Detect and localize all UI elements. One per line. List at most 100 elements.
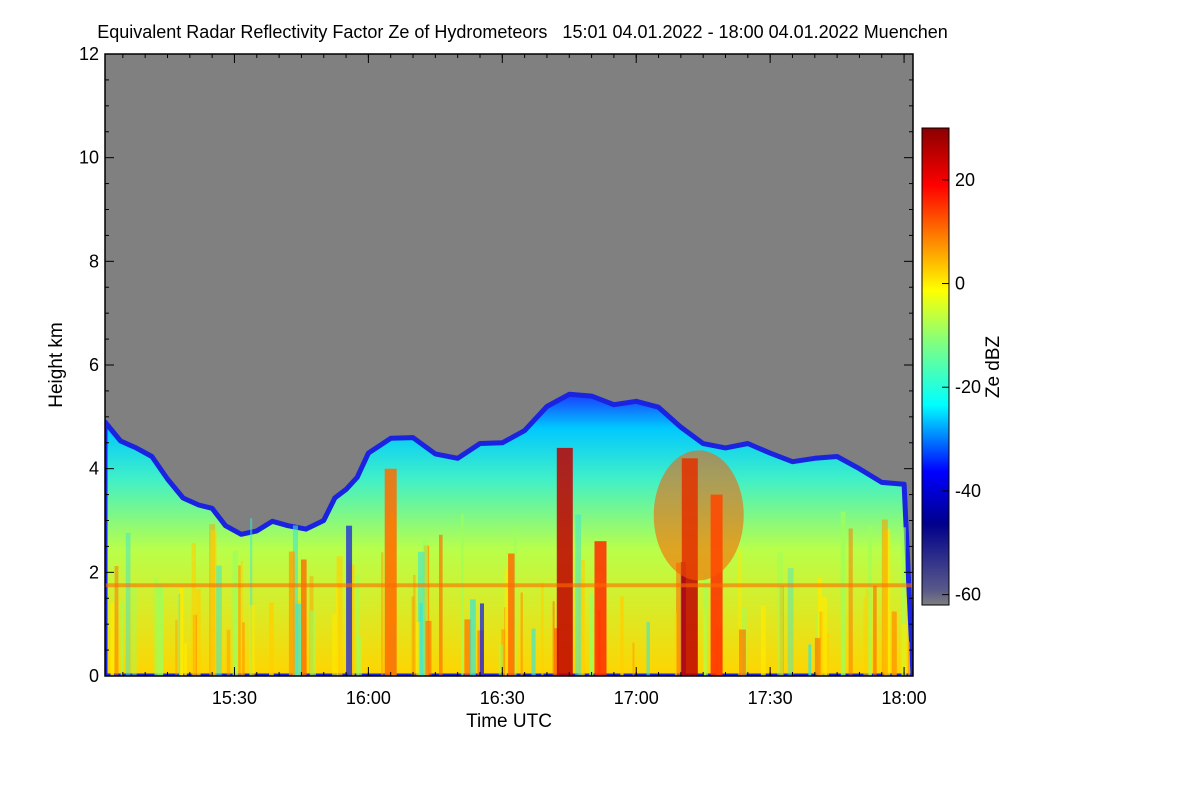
echo-gap [346,525,353,676]
precip-streak [415,622,422,676]
precip-streak [589,594,594,676]
precip-streak [863,597,866,676]
precip-streak [676,562,683,676]
echo-core [594,541,607,676]
y-tick-label: 8 [89,251,99,271]
precip-streak [541,582,544,676]
precip-streak [356,636,362,676]
x-tick-label: 15:30 [212,688,257,708]
precip-streak [175,619,178,676]
y-tick-label: 10 [79,148,99,168]
y-axis-label: Height km [46,322,67,408]
precip-streak [292,525,298,676]
precip-streak [132,585,137,676]
precip-streak [840,511,846,676]
echo-gap [479,603,484,676]
precip-streak [901,624,907,676]
cloud-edge [105,391,913,676]
precip-streak [848,528,853,676]
precip-streak [703,573,709,676]
precip-streak [120,601,124,676]
precip-streak [821,596,827,676]
precip-streak [470,599,476,676]
precip-streak [514,526,517,676]
colorbar-tick-label: 0 [955,274,965,294]
precip-streak [336,556,343,676]
precip-streak [632,642,635,676]
x-tick-label: 17:00 [614,688,659,708]
precip-streak [554,628,559,676]
precip-streak [238,565,241,676]
precip-streak [873,585,877,676]
precip-streak [295,603,301,676]
precip-streak [520,592,523,676]
precip-streak [674,611,677,676]
precip-streak [210,530,217,676]
precip-streak [498,644,503,676]
precip-streak [184,643,187,676]
x-tick-label: 17:30 [748,688,793,708]
precip-streak [336,584,339,676]
colorbar-axis: 20 0 -20 -40 -60 [942,170,981,605]
precip-streak [501,629,507,676]
colorbar-tick-label: -40 [955,481,981,501]
echo-anvil [653,450,744,581]
precip-streak [288,551,295,676]
melting-layer [105,583,913,588]
echo-core [556,447,573,676]
precip-streak [310,610,316,676]
precip-streak [381,552,384,676]
precip-streak [425,620,432,676]
precip-streak [226,629,231,676]
precip-streak [646,621,650,676]
x-tick-label: 16:30 [480,688,525,708]
y-tick-label: 12 [79,44,99,64]
colorbar-tick-label: -60 [955,585,981,605]
x-tick-label: 18:00 [882,688,927,708]
precip-streak [301,559,307,676]
precip-streak [814,637,821,676]
y-tick-label: 4 [89,459,99,479]
precip-streak [269,602,274,676]
colorbar-label: Ze dBZ [983,335,1004,398]
precip-streak [531,628,536,676]
precip-streak [737,550,742,676]
precip-streak [891,611,897,676]
precip-streak [232,550,239,676]
precip-streak [575,514,582,676]
precip-streak [901,527,906,676]
precip-streak [242,622,245,676]
x-axis-label: Time UTC [466,711,552,732]
precip-streak [819,611,824,676]
echo-core [384,468,397,676]
precip-streak [157,583,164,676]
precip-streak [249,605,255,676]
chart-title: Equivalent Radar Reflectivity Factor Ze … [97,22,948,42]
reflectivity-field [105,391,913,676]
precip-streak [125,532,131,676]
precip-streak [808,644,812,676]
precip-streak [777,552,783,676]
precip-streak [356,574,360,676]
precip-streak [907,641,910,676]
x-axis: 15:30 16:00 16:30 17:00 17:30 18:00 [122,54,927,708]
precip-streak [332,613,336,676]
precip-streak [154,578,158,676]
x-tick-label: 16:00 [346,688,391,708]
precip-streak [191,542,196,676]
precip-streak [508,553,515,676]
precip-streak [216,565,222,676]
precip-streak [620,596,624,676]
precip-streak [250,518,253,676]
precip-streak [868,525,872,676]
precip-streak [114,566,119,676]
colorbar [921,127,950,606]
precip-streak [419,602,423,676]
precip-streak [504,568,507,676]
precip-streak [779,585,784,676]
y-axis: 0 2 4 6 8 10 12 [79,44,913,686]
colorbar-tick-label: 20 [955,170,975,190]
precip-streak [581,559,585,676]
precip-streak [439,534,443,676]
precip-streak [413,574,416,676]
